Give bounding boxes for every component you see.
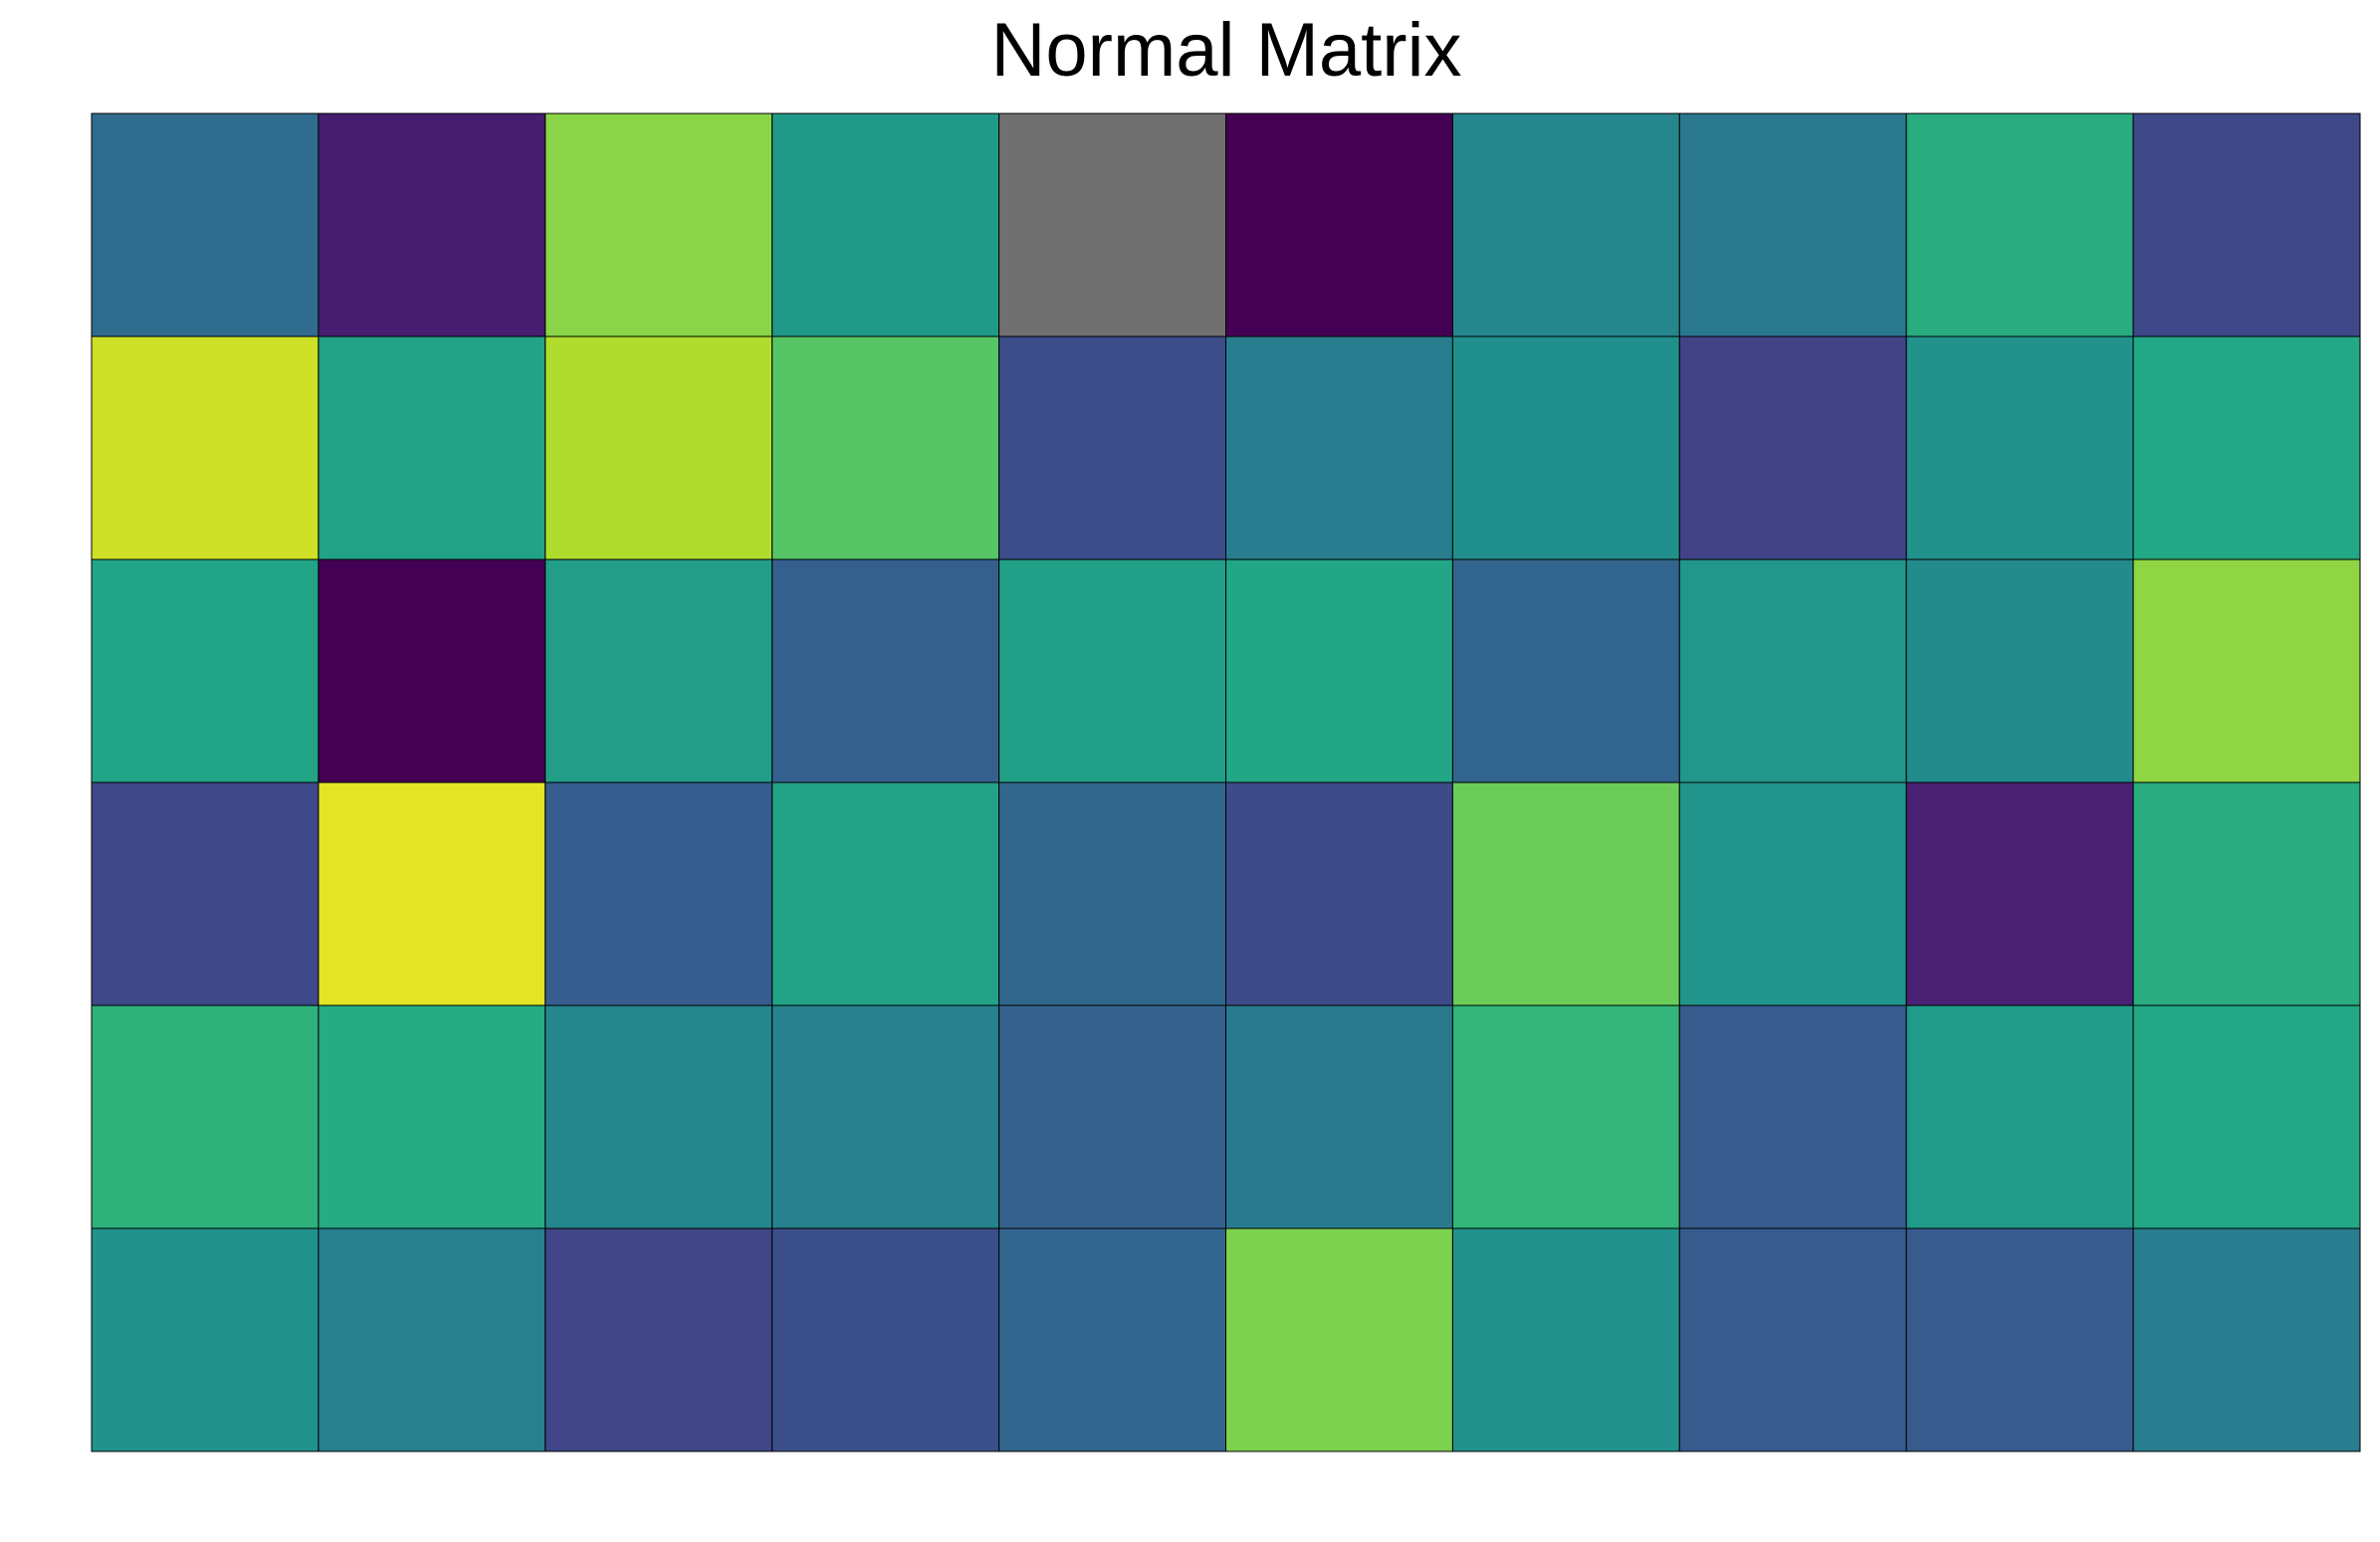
heatmap-cell-r5-c6	[1451, 1227, 1680, 1452]
heatmap-cell-r0-c8	[1905, 112, 2134, 337]
heatmap-cell-r1-c7	[1678, 335, 1907, 560]
heatmap-cell-r3-c3	[771, 781, 1000, 1006]
heatmap-cell-r1-c1	[318, 335, 546, 560]
heatmap-cell-r0-c7	[1678, 112, 1907, 337]
heatmap-cell-r0-c1	[318, 112, 546, 337]
heatmap-cell-r5-c5	[1225, 1227, 1453, 1452]
heatmap-cell-r0-c0	[91, 112, 320, 337]
heatmap-cell-r5-c8	[1905, 1227, 2134, 1452]
heatmap-cell-r3-c1	[318, 781, 546, 1006]
heatmap-cell-r1-c3	[771, 335, 1000, 560]
heatmap-cell-r2-c7	[1678, 558, 1907, 783]
heatmap-cell-r5-c4	[998, 1227, 1226, 1452]
heatmap-cell-r2-c0	[91, 558, 320, 783]
heatmap-cell-r3-c4	[998, 781, 1226, 1006]
heatmap-cell-r1-c4	[998, 335, 1226, 560]
heatmap-cell-r1-c8	[1905, 335, 2134, 560]
heatmap-cell-r3-c0	[91, 781, 320, 1006]
heatmap-cell-r3-c8	[1905, 781, 2134, 1006]
heatmap-cell-r2-c9	[2132, 558, 2361, 783]
heatmap-cell-r3-c5	[1225, 781, 1453, 1006]
heatmap-cell-r2-c4	[998, 558, 1226, 783]
heatmap-cell-r5-c1	[318, 1227, 546, 1452]
heatmap-cell-r4-c2	[544, 1004, 773, 1229]
chart-title: Normal Matrix	[990, 8, 1462, 93]
heatmap-cell-r2-c8	[1905, 558, 2134, 783]
heatmap-cell-r0-c6	[1451, 112, 1680, 337]
heatmap-cell-r1-c9	[2132, 335, 2361, 560]
heatmap-cell-r0-c5	[1225, 112, 1453, 337]
heatmap-cell-r4-c0	[91, 1004, 320, 1229]
heatmap-cells	[91, 112, 2361, 1452]
heatmap-cell-r5-c2	[544, 1227, 773, 1452]
heatmap-cell-r5-c0	[91, 1227, 320, 1452]
heatmap-cell-r2-c5	[1225, 558, 1453, 783]
heatmap-cell-r4-c5	[1225, 1004, 1453, 1229]
heatmap-cell-r4-c8	[1905, 1004, 2134, 1229]
heatmap-cell-r1-c5	[1225, 335, 1453, 560]
heatmap-cell-r4-c6	[1451, 1004, 1680, 1229]
heatmap-cell-r0-c2	[544, 112, 773, 337]
heatmap-cell-r1-c6	[1451, 335, 1680, 560]
heatmap-cell-r5-c9	[2132, 1227, 2361, 1452]
heatmap-cell-r4-c1	[318, 1004, 546, 1229]
heatmap-cell-r2-c6	[1451, 558, 1680, 783]
heatmap-cell-r3-c6	[1451, 781, 1680, 1006]
heatmap-cell-r3-c7	[1678, 781, 1907, 1006]
heatmap-cell-r0-c3	[771, 112, 1000, 337]
heatmap-cell-r4-c7	[1678, 1004, 1907, 1229]
heatmap-cell-r4-c9	[2132, 1004, 2361, 1229]
heatmap-cell-r5-c3	[771, 1227, 1000, 1452]
heatmap-cell-r1-c0	[91, 335, 320, 560]
heatmap-cell-r0-c9	[2132, 112, 2361, 337]
heatmap-cell-r2-c1	[318, 558, 546, 783]
heatmap-cell-r0-c4	[998, 112, 1226, 337]
heatmap-cell-r3-c2	[544, 781, 773, 1006]
heatmap-cell-r2-c2	[544, 558, 773, 783]
heatmap-cell-r2-c3	[771, 558, 1000, 783]
heatmap-cell-r4-c3	[771, 1004, 1000, 1229]
heatmap-cell-r5-c7	[1678, 1227, 1907, 1452]
heatmap-cell-r3-c9	[2132, 781, 2361, 1006]
heatmap-cell-r1-c2	[544, 335, 773, 560]
heatmap-cell-r4-c4	[998, 1004, 1226, 1229]
